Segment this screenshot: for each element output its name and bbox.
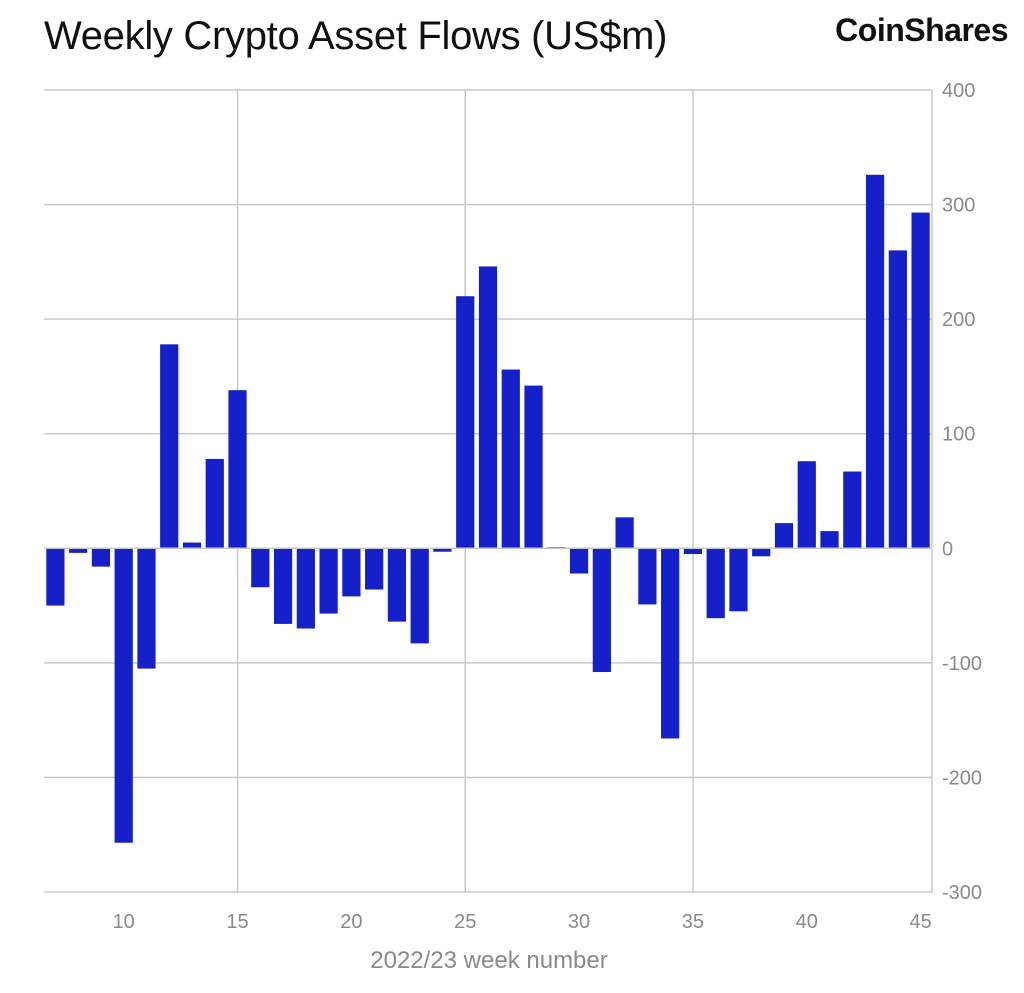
y-axis-ticks: 400 300 200 100 0 -100 -200 -300 [942, 80, 982, 904]
y-tick-label: 200 [942, 309, 975, 331]
bar-week-9 [91, 548, 111, 567]
bar-week-23 [410, 548, 429, 644]
bar-week-19 [319, 548, 338, 614]
bar-week-20 [342, 548, 361, 597]
y-tick-label: 300 [942, 195, 975, 217]
y-tick-label: -300 [942, 882, 982, 904]
x-tick-label: 45 [909, 911, 931, 933]
x-tick-label: 25 [454, 911, 476, 933]
bar-week-26 [478, 266, 498, 549]
bar-week-45 [911, 212, 930, 549]
x-tick-label: 15 [226, 911, 248, 933]
y-tick-label: 400 [942, 80, 975, 102]
bar-week-16 [251, 548, 270, 588]
bar-week-28 [524, 385, 543, 549]
x-tick-label: 20 [340, 911, 362, 933]
bar-week-41 [820, 531, 839, 549]
bar-week-32 [615, 517, 634, 549]
bar-week-27 [501, 369, 520, 549]
bar-week-42 [843, 471, 862, 549]
x-tick-label: 30 [568, 911, 590, 933]
bar-week-13 [182, 542, 202, 549]
bar-week-33 [638, 548, 657, 605]
bar-week-10 [114, 548, 133, 843]
y-tick-label: -200 [942, 767, 982, 789]
y-tick-label: -100 [942, 653, 982, 675]
x-tick-label: 35 [682, 911, 704, 933]
bar-week-35 [683, 548, 703, 555]
bar-week-15 [228, 390, 247, 549]
y-tick-label: 100 [942, 424, 975, 446]
bar-week-44 [888, 250, 907, 549]
bar-week-14 [205, 458, 224, 549]
bar-week-30 [569, 548, 589, 574]
bar-week-34 [661, 548, 680, 739]
bar-week-8 [69, 548, 88, 553]
bar-week-38 [752, 548, 771, 557]
coinshares-logo: CoinShares [835, 12, 1008, 48]
bar-week-11 [137, 548, 156, 669]
bar-week-7 [46, 548, 65, 606]
bar-week-40 [797, 461, 816, 549]
x-tick-label: 40 [796, 911, 818, 933]
bar-week-43 [865, 174, 885, 549]
bar-week-12 [160, 344, 179, 549]
bar-week-37 [729, 548, 748, 612]
bar-week-36 [706, 548, 725, 619]
bar-week-17 [273, 548, 293, 624]
chart-title: Weekly Crypto Asset Flows (US$m) [44, 14, 668, 58]
bar-week-24 [433, 548, 452, 552]
bar-week-21 [365, 548, 384, 590]
y-tick-label: 0 [942, 538, 953, 560]
bar-week-31 [592, 548, 611, 673]
bar-series [46, 174, 930, 843]
bar-week-22 [387, 548, 407, 622]
x-axis-label: 2022/23 week number [370, 947, 608, 974]
x-tick-label: 10 [113, 911, 135, 933]
bar-week-39 [774, 523, 794, 549]
bar-week-18 [296, 548, 315, 629]
x-axis-ticks: 10 15 20 25 30 35 40 45 [113, 911, 932, 933]
bar-week-25 [456, 296, 475, 549]
